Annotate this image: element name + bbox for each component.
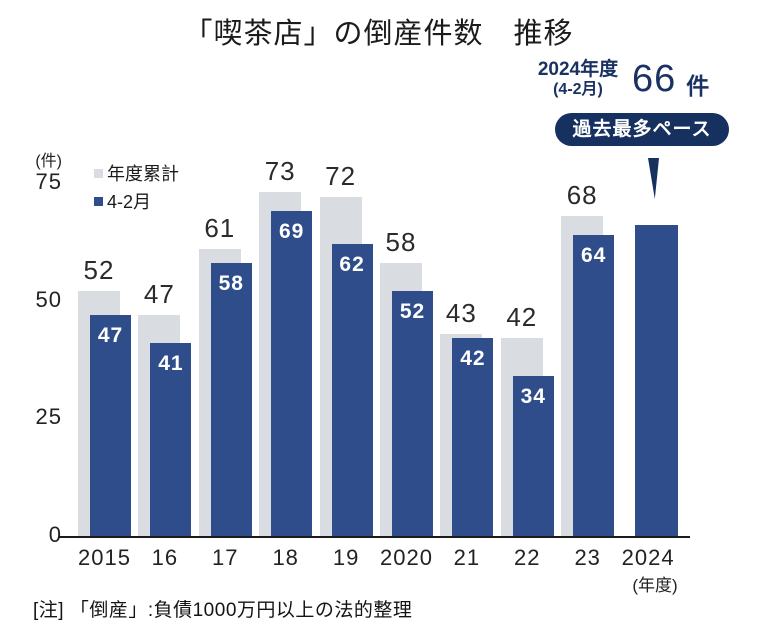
bar-apr-feb-21 (452, 338, 494, 536)
footnote: [注] 「倒産」:負債1000万円以上の法的整理 (33, 600, 413, 621)
x-tick-17: 17 (212, 545, 239, 570)
x-tick-2015: 2015 (78, 545, 131, 570)
bar-apr-feb-22 (512, 375, 554, 536)
legend: 年度累計 4-2月 (94, 161, 179, 217)
value-label-apr-feb-22: 34 (520, 384, 546, 408)
value-label-apr-feb-19: 62 (339, 253, 365, 277)
plot-area: 52 47 47 41 61 58 73 69 72 62 58 52 43 42 42 34 68 64 (58, 158, 690, 538)
value-label-apr-feb-21: 42 (460, 347, 486, 371)
bar-group-21: 43 42 (440, 183, 494, 536)
bar-group-2020: 58 52 (380, 183, 433, 536)
y-tick-50: 50 (35, 286, 62, 312)
x-tick-18: 18 (272, 545, 299, 570)
value-label-apr-feb-2015: 47 (97, 323, 124, 347)
x-tick-2024: 2024 (621, 545, 675, 570)
y-tick-25: 25 (35, 404, 62, 430)
bar-apr-feb-18 (271, 211, 313, 536)
bar-group-2024 (622, 183, 678, 536)
value-label-apr-feb-23: 64 (581, 243, 607, 267)
bar-group-18: 73 69 (259, 158, 313, 536)
legend-swatch-icon (94, 196, 103, 206)
bar-apr-feb-2020 (392, 291, 433, 536)
value-label-apr-feb-2020: 52 (399, 300, 426, 324)
value-label-annual-total-2020: 58 (385, 227, 417, 258)
value-label-annual-total-2015: 52 (83, 255, 115, 286)
x-tick-2020: 2020 (380, 545, 433, 570)
x-tick-19: 19 (332, 545, 360, 570)
value-label-annual-total-19: 72 (325, 161, 357, 192)
value-label-annual-total-17: 61 (204, 212, 236, 243)
annotation-2024: 2024年度 (4-2月) 66 件 (530, 58, 715, 101)
y-tick-0: 0 (48, 522, 62, 547)
x-tick-23: 23 (574, 545, 601, 570)
down-arrow-icon (648, 158, 659, 199)
value-label-annual-total-23: 68 (566, 179, 598, 210)
y-tick-75: 75 (35, 169, 62, 194)
value-label-apr-feb-17: 58 (218, 272, 244, 295)
value-label-annual-total-18: 73 (264, 156, 296, 187)
annotation-months: (4-2月) (553, 81, 603, 99)
x-tick-21: 21 (453, 545, 481, 570)
bar-group-23: 68 64 (561, 182, 615, 536)
annotation-year: 2024年度 (537, 59, 619, 81)
value-label-apr-feb-16: 41 (158, 352, 184, 376)
x-tick-16: 16 (151, 545, 179, 570)
record-pace-badge: 過去最多ペース (555, 113, 729, 146)
legend-item-1: 4-2月 (94, 189, 179, 213)
bar-group-19: 72 62 (319, 163, 373, 536)
bar-apr-feb-2015 (90, 314, 131, 536)
chart-title: 「喫茶店」の倒産件数 推移 (183, 18, 574, 50)
x-axis-labels: 2015 16 17 18 19 2020 21 22 23 2024 (58, 545, 708, 573)
legend-item-0: 年度累計 (94, 161, 179, 185)
annotation-value: 66 (632, 58, 677, 100)
legend-swatch-icon (94, 168, 103, 178)
bar-apr-feb-23 (573, 234, 615, 536)
y-axis-unit-label: (件) (35, 153, 62, 170)
legend-label: 年度累計 (107, 164, 179, 184)
bar-apr-feb-17 (210, 263, 252, 536)
x-tick-22: 22 (514, 545, 541, 570)
value-label-annual-total-22: 42 (506, 302, 538, 333)
annotation-unit: 件 (686, 72, 710, 99)
bar-apr-feb-16 (150, 343, 192, 536)
value-label-annual-total-21: 43 (445, 297, 477, 328)
x-axis-unit-label: (年度) (632, 576, 678, 595)
bar-group-17: 61 58 (198, 183, 252, 536)
bar-apr-feb-19 (331, 244, 373, 536)
value-label-apr-feb-18: 69 (279, 220, 305, 244)
annotation-period: 2024年度 (4-2月) (530, 59, 626, 99)
bar-group-16: 47 41 (138, 183, 192, 536)
bar-group-2015: 52 47 (78, 183, 131, 536)
bar-apr-feb-2024 (634, 225, 678, 536)
value-label-annual-total-16: 47 (143, 278, 175, 309)
bar-group-22: 42 34 (500, 183, 554, 536)
legend-label: 4-2月 (107, 192, 152, 212)
